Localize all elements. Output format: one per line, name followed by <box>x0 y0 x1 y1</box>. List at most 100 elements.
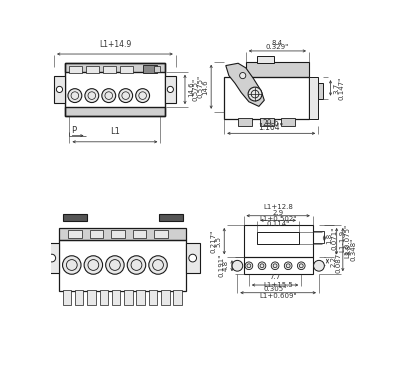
Text: L1+0.502": L1+0.502" <box>260 217 297 222</box>
Text: 8.4: 8.4 <box>272 39 283 46</box>
Bar <box>161 290 170 305</box>
Text: 0.575": 0.575" <box>198 75 204 98</box>
Circle shape <box>127 256 146 274</box>
Text: 0.147": 0.147" <box>338 76 344 100</box>
Bar <box>90 230 103 238</box>
Bar <box>62 290 71 305</box>
Bar <box>136 290 145 305</box>
Text: P: P <box>71 126 76 135</box>
Text: 0.348": 0.348" <box>350 238 356 261</box>
Circle shape <box>297 262 305 269</box>
Circle shape <box>102 89 116 103</box>
Bar <box>174 290 182 305</box>
Bar <box>154 66 160 72</box>
Bar <box>54 76 65 103</box>
Bar <box>186 244 200 273</box>
Text: L1+12.8: L1+12.8 <box>263 204 293 210</box>
Text: 1.164": 1.164" <box>259 123 284 132</box>
Bar <box>111 230 125 238</box>
Circle shape <box>62 256 81 274</box>
Bar <box>124 290 133 305</box>
Circle shape <box>68 89 82 103</box>
Bar <box>87 290 96 305</box>
Text: 0.217": 0.217" <box>210 230 216 253</box>
Bar <box>144 65 157 73</box>
Text: 4.8: 4.8 <box>223 260 229 271</box>
Bar <box>100 290 108 305</box>
Bar <box>318 83 323 99</box>
Bar <box>313 231 324 244</box>
Text: 2.2: 2.2 <box>330 256 336 267</box>
Bar <box>154 230 168 238</box>
Text: L1: L1 <box>110 127 120 136</box>
Bar <box>70 66 82 73</box>
Circle shape <box>106 256 124 274</box>
Circle shape <box>258 262 266 269</box>
Text: 0.071": 0.071" <box>331 226 337 250</box>
Bar <box>246 62 309 77</box>
Bar <box>103 66 116 73</box>
Circle shape <box>240 73 246 79</box>
Text: 3.7: 3.7 <box>334 82 340 93</box>
Bar <box>281 118 295 125</box>
Bar <box>68 230 82 238</box>
Bar <box>112 290 120 305</box>
Circle shape <box>232 261 243 271</box>
Circle shape <box>119 89 133 103</box>
Text: 0.575": 0.575" <box>193 78 199 101</box>
Text: 29.6: 29.6 <box>263 119 280 128</box>
Bar <box>65 63 165 116</box>
Bar <box>45 244 59 273</box>
Bar <box>62 214 87 221</box>
Circle shape <box>314 261 324 271</box>
Bar <box>133 230 146 238</box>
Bar <box>260 118 274 125</box>
Text: 0.305": 0.305" <box>264 286 287 292</box>
Text: L1+14.9: L1+14.9 <box>99 40 131 49</box>
Bar <box>120 66 133 73</box>
Text: 2.9: 2.9 <box>272 210 284 216</box>
Bar <box>59 240 186 291</box>
Text: L1+0.609": L1+0.609" <box>259 293 297 300</box>
Circle shape <box>284 262 292 269</box>
Text: 14.6: 14.6 <box>202 79 208 95</box>
Text: 14.6: 14.6 <box>188 81 194 97</box>
Polygon shape <box>226 63 264 107</box>
Text: 1.8: 1.8 <box>327 232 333 244</box>
Text: L1-1.9: L1-1.9 <box>340 230 346 252</box>
Circle shape <box>136 89 150 103</box>
Text: 0.191": 0.191" <box>218 254 224 278</box>
Circle shape <box>48 254 56 262</box>
Text: 0.087": 0.087" <box>335 249 341 273</box>
Bar <box>65 107 165 116</box>
Bar <box>256 56 274 63</box>
Text: 5.5: 5.5 <box>215 235 221 247</box>
Bar <box>244 225 313 257</box>
Bar <box>149 290 157 305</box>
Bar <box>309 77 318 120</box>
Bar <box>238 118 252 125</box>
Circle shape <box>189 254 196 262</box>
Text: 8.8: 8.8 <box>346 244 352 255</box>
Circle shape <box>149 256 167 274</box>
Bar <box>65 63 165 72</box>
Text: L1+15.5: L1+15.5 <box>263 282 293 288</box>
Circle shape <box>248 87 262 101</box>
Circle shape <box>85 89 99 103</box>
Bar <box>159 214 184 221</box>
Bar <box>257 232 299 244</box>
Circle shape <box>84 256 102 274</box>
Bar <box>75 290 83 305</box>
Circle shape <box>167 86 174 93</box>
Bar <box>86 66 99 73</box>
Bar <box>59 228 186 240</box>
Text: 0.329": 0.329" <box>266 44 289 50</box>
Circle shape <box>56 86 62 93</box>
Text: 7.7: 7.7 <box>270 274 281 280</box>
Bar <box>244 257 313 274</box>
Text: 0.114": 0.114" <box>266 221 290 227</box>
Bar <box>224 77 309 120</box>
Bar <box>165 76 176 103</box>
Circle shape <box>245 262 253 269</box>
Text: L1-0.075": L1-0.075" <box>344 224 350 258</box>
